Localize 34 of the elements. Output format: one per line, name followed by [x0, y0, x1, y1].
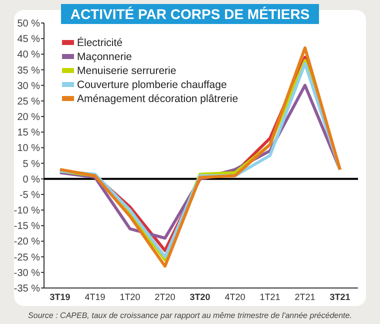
y-tick-label: 10 %: [17, 143, 40, 154]
legend-label: Maçonnerie: [77, 51, 132, 63]
x-tick-label: 3T19: [50, 292, 70, 302]
source-note: Source : CAPEB, taux de croissance par rapport au même trimestre de l'année précédente.: [28, 311, 352, 320]
y-tick-label: 0 %: [22, 174, 40, 186]
x-tick-label: 2T20: [154, 292, 176, 302]
y-tick-label: -20 %: [14, 236, 40, 248]
y-tick-label: -15 %: [14, 221, 40, 232]
y-tick-label: 30 %: [17, 80, 40, 92]
legend-label: Électricité: [77, 36, 123, 49]
y-tick-label: -35 %: [14, 284, 40, 294]
legend-label: Menuiserie serrurerie: [77, 65, 176, 77]
x-tick-label: 2T21: [294, 292, 316, 302]
y-tick-label: 5 %: [22, 158, 40, 170]
x-tick-label: 4T20: [224, 292, 246, 302]
legend-label: Aménagement décoration plâtrerie: [77, 93, 238, 105]
x-tick-label: 1T21: [260, 292, 280, 302]
x-tick-label: 4T19: [84, 292, 106, 302]
legend-label: Couverture plomberie chauffage: [77, 79, 227, 91]
y-tick-label: -30 %: [14, 268, 40, 279]
y-tick-label: -25 %: [14, 252, 40, 264]
x-tick-label: 1T20: [120, 292, 140, 302]
y-tick-label: 40 %: [17, 50, 40, 61]
y-tick-label: -5 %: [19, 190, 40, 201]
y-tick-label: 25 %: [17, 96, 40, 108]
x-tick-label: 3T20: [190, 292, 210, 302]
y-tick-label: 20 %: [17, 112, 40, 124]
y-tick-label: 35 %: [17, 65, 40, 76]
y-tick-label: 45 %: [17, 34, 40, 46]
y-tick-label: 15 %: [17, 128, 40, 139]
chart-title: ACTIVITÉ PAR CORPS DE MÉTIERS: [70, 6, 310, 22]
y-tick-label: 50 %: [17, 18, 40, 30]
y-tick-label: -10 %: [14, 206, 40, 217]
x-tick-label: 3T21: [330, 292, 350, 302]
